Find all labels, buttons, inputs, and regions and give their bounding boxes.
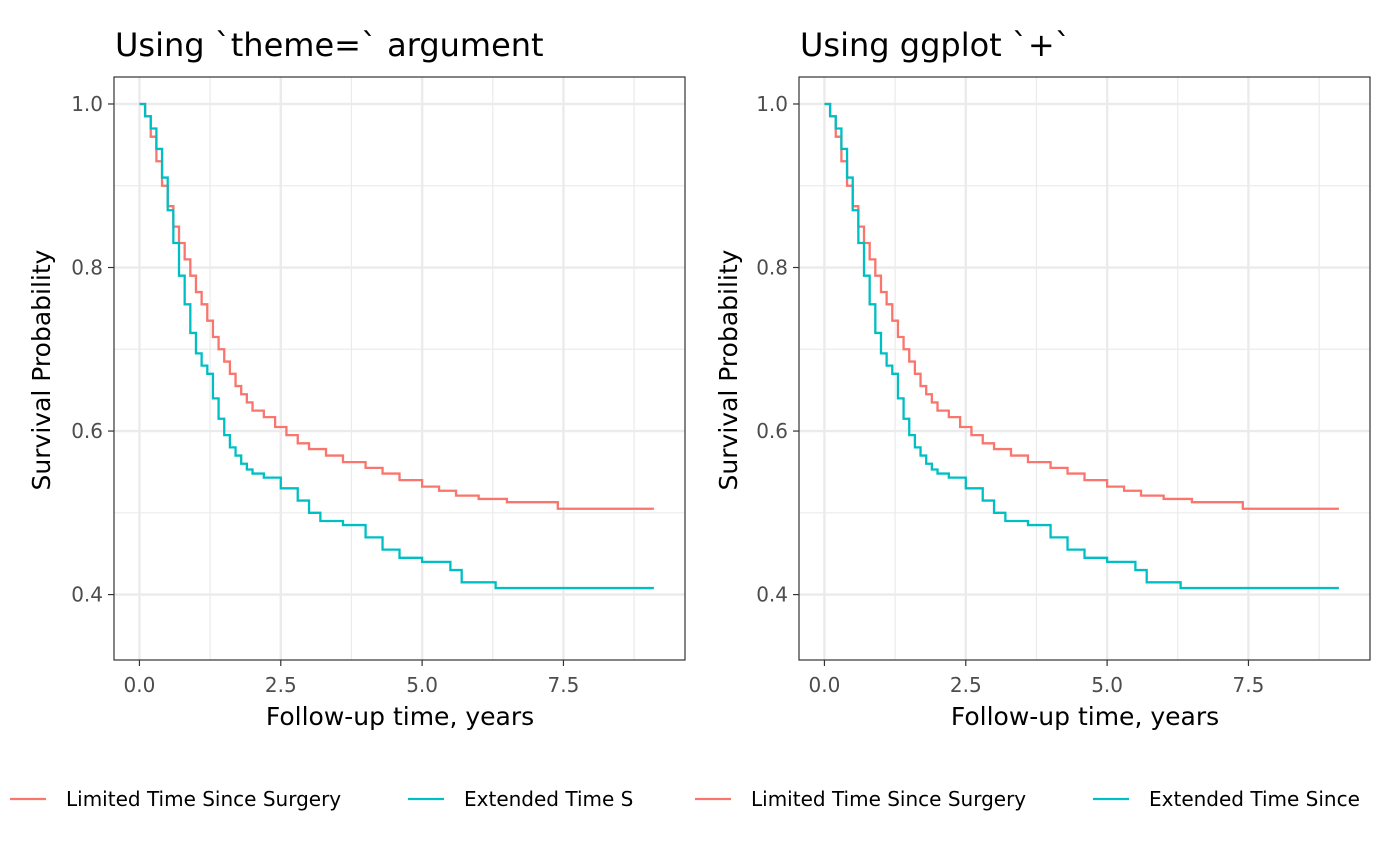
y-tick-label: 1.0: [71, 92, 103, 116]
legend-label-limited: Limited Time Since Surgery: [751, 787, 1026, 811]
y-tick-label: 0.8: [756, 256, 788, 280]
x-tick-label: 5.0: [1091, 673, 1123, 697]
plot-background: [799, 77, 1370, 660]
panel-border: [113, 76, 686, 661]
x-tick-label: 7.5: [1233, 673, 1265, 697]
series-line-limited: [824, 102, 1339, 510]
chart-title: Using ggplot `+`: [800, 26, 1071, 64]
x-tick-label: 2.5: [265, 673, 297, 697]
legend-label-extended: Extended Time Since: [1149, 787, 1360, 811]
legend-label-limited: Limited Time Since Surgery: [66, 787, 341, 811]
x-axis-title: Follow-up time, years: [266, 702, 534, 731]
y-axis-title: Survival Probability: [714, 249, 743, 490]
chart-panel-theme-argument: Using `theme=` argument Survival Probabi…: [27, 26, 686, 731]
y-tick-label: 0.6: [756, 419, 788, 443]
x-tick-label: 0.0: [809, 673, 841, 697]
x-axis-title: Follow-up time, years: [951, 702, 1219, 731]
y-tick-label: 0.4: [71, 583, 103, 607]
y-tick-label: 0.6: [71, 419, 103, 443]
x-tick-label: 5.0: [406, 673, 438, 697]
series-line-extended: [824, 102, 1339, 590]
plot-background: [114, 77, 685, 660]
x-tick-label: 2.5: [950, 673, 982, 697]
x-tick-label: 7.5: [548, 673, 580, 697]
y-tick-label: 0.8: [71, 256, 103, 280]
chart-title: Using `theme=` argument: [115, 26, 544, 64]
panel-border: [798, 76, 1371, 661]
legend-right: Limited Time Since Surgery Extended Time…: [695, 787, 1360, 811]
series-line-extended: [139, 102, 654, 590]
y-axis-title: Survival Probability: [27, 249, 56, 490]
series-line-limited: [139, 102, 654, 510]
x-tick-label: 0.0: [124, 673, 156, 697]
legend-label-extended: Extended Time S: [464, 787, 633, 811]
y-tick-label: 1.0: [756, 92, 788, 116]
y-tick-label: 0.4: [756, 583, 788, 607]
legend-left: Limited Time Since Surgery Extended Time…: [10, 787, 633, 811]
chart-panel-ggplot-plus: Using ggplot `+` Survival Probability Fo…: [714, 26, 1371, 731]
